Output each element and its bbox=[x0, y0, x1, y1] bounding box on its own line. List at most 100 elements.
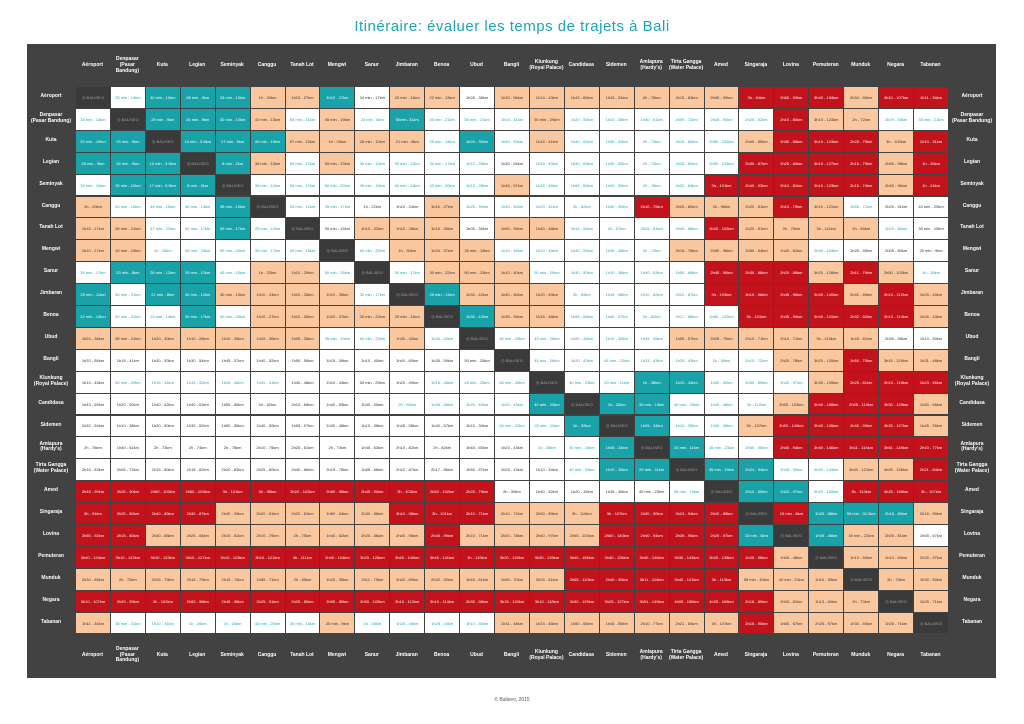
travel-time-cell: 50 min - 25km bbox=[460, 349, 495, 371]
travel-time-cell: 2h11 - 79km bbox=[355, 568, 390, 590]
self-cell: ◎ BALISEO bbox=[390, 284, 425, 305]
row-header: Tanah Lot bbox=[39, 224, 63, 231]
row-header-right: Aéroport bbox=[961, 93, 983, 100]
travel-time-cell: 2h20 - 81km bbox=[739, 196, 774, 218]
travel-time-cell: 2h40 - 104km bbox=[809, 240, 844, 262]
travel-time-cell: 3h10 - 107km bbox=[76, 590, 110, 612]
travel-time-cell: 1h25 - 43km bbox=[669, 349, 704, 371]
travel-time-cell: 1h23 - 43km bbox=[495, 437, 529, 459]
travel-time-cell: 1h10 - 30km bbox=[914, 327, 948, 349]
travel-time-cell: 1h - 22km bbox=[250, 262, 285, 284]
travel-time-cell: 3h - 101km bbox=[704, 174, 739, 196]
self-cell: ◎ BALISEO bbox=[250, 196, 285, 218]
self-cell: ◎ BALISEO bbox=[495, 349, 529, 371]
travel-time-cell: 2h10 - 79km bbox=[250, 525, 285, 546]
travel-time-cell: 1h20 - 50km bbox=[564, 108, 599, 130]
travel-time-cell: 1h50 - 64km bbox=[739, 240, 774, 262]
row-header: Negara bbox=[42, 596, 60, 603]
travel-time-cell: 1h - 38km bbox=[634, 371, 669, 393]
travel-time-cell: 1h15 - 39km bbox=[320, 349, 355, 371]
self-cell: ◎ BALISEO bbox=[425, 306, 460, 327]
travel-time-cell: 1h10 - 44km bbox=[320, 371, 355, 393]
column-header: Tanah Lot bbox=[290, 62, 314, 69]
travel-time-cell: 3h - 101km bbox=[425, 503, 460, 524]
travel-time-cell: 1h10 - 45km bbox=[495, 240, 529, 262]
travel-time-cell: 2h45 - 99km bbox=[425, 525, 460, 546]
row-header: Tirta Gangga (Water Palace) bbox=[33, 462, 69, 475]
travel-time-cell: 1h30 - 53km bbox=[495, 130, 529, 152]
travel-time-cell: 1h14 - 45km bbox=[76, 371, 110, 393]
travel-time-cell: 2h15 - 74km bbox=[844, 174, 879, 196]
column-footer-header: Bangli bbox=[503, 651, 520, 658]
travel-time-cell: 1h20 - 43km bbox=[495, 393, 529, 415]
column-header: Benoa bbox=[434, 62, 450, 69]
travel-time-cell: 1h50 - 55km bbox=[599, 174, 634, 196]
travel-time-cell: 40 min - 23km bbox=[529, 393, 564, 415]
travel-time-cell: 1h50 - 66km bbox=[564, 612, 599, 634]
travel-time-cell: 1h10 - 38km bbox=[599, 108, 634, 130]
travel-time-cell: 3h - 107km bbox=[739, 415, 774, 437]
travel-time-cell: 1h20 - 37km bbox=[320, 306, 355, 327]
travel-time-cell: 1h25 - 55km bbox=[844, 240, 879, 262]
travel-time-cell: 4h05 - 156km bbox=[879, 459, 914, 481]
row-header: Bangli bbox=[43, 355, 59, 362]
travel-time-cell: 55 min - 21km bbox=[110, 218, 145, 240]
travel-time-cell: 2h - 57km bbox=[599, 218, 634, 240]
travel-time-cell: 3h15 - 120km bbox=[495, 590, 529, 612]
travel-time-cell: 1h30 - 48km bbox=[320, 415, 355, 437]
travel-time-cell: 1h10 - 40km bbox=[355, 349, 390, 371]
travel-time-cell: 2h40 - 86km bbox=[285, 459, 320, 481]
travel-time-cell: 1h10 - 38km bbox=[355, 415, 390, 437]
travel-time-cell: 50 min - 29km bbox=[355, 371, 390, 393]
travel-time-cell: 1h30 - 50km bbox=[844, 612, 879, 634]
travel-time-cell: 3h - 110km bbox=[739, 393, 774, 415]
travel-time-cell: 3h10 - 98km bbox=[390, 503, 425, 524]
travel-time-cell: 35 min - 21km bbox=[110, 612, 145, 634]
travel-time-cell: 17 min - 5km bbox=[215, 130, 250, 152]
travel-time-cell: 3h20 - 135km bbox=[809, 481, 844, 503]
self-cell: ◎ BALISEO bbox=[704, 481, 739, 503]
travel-time-cell: 35 min - 19km bbox=[669, 481, 704, 503]
travel-time-cell: 2h45 - 90km bbox=[704, 262, 739, 284]
travel-time-cell: 1h20 - 48km bbox=[564, 481, 599, 503]
travel-time-cell: 1h - 25km bbox=[145, 240, 180, 262]
travel-time-cell: 40 min - 23km bbox=[564, 371, 599, 393]
row-header: Aéroport bbox=[40, 93, 62, 100]
travel-time-cell: 3h10 - 123km bbox=[809, 130, 844, 152]
travel-time-cell: 40 min - 22km bbox=[844, 525, 879, 546]
travel-time-cell: 2h25 - 80km bbox=[250, 459, 285, 481]
travel-time-cell: 2h10 - 71km bbox=[774, 327, 809, 349]
travel-time-cell: 2h10 - 71km bbox=[739, 327, 774, 349]
travel-time-cell: 1h10 - 35km bbox=[599, 459, 634, 481]
travel-time-cell: 2h32 - 92km bbox=[425, 568, 460, 590]
travel-time-cell: 2h30 - 88km bbox=[774, 130, 809, 152]
travel-time-cell: 2h50 - 103km bbox=[355, 590, 390, 612]
travel-time-cell: 2h55 - 110km bbox=[564, 568, 599, 590]
travel-time-cell: 2h15 - 80km bbox=[774, 108, 809, 130]
travel-time-cell: 34 min - 17km bbox=[76, 262, 110, 284]
travel-time-cell: 30 min - 10km bbox=[110, 174, 145, 196]
travel-time-cell: 3h40 - 134km bbox=[809, 87, 844, 108]
self-cell: ◎ BALISEO bbox=[215, 174, 250, 196]
travel-time-cell: 2h - 76km bbox=[634, 87, 669, 108]
travel-time-cell: 2h - 73km bbox=[634, 130, 669, 152]
travel-time-cell: 2h40 - 94km bbox=[634, 525, 669, 546]
travel-time-cell: 57 min - 22km bbox=[285, 130, 320, 152]
column-footer-header: Munduk bbox=[851, 651, 871, 658]
travel-time-cell: 1h35 - 59km bbox=[425, 349, 460, 371]
travel-time-cell: 50 min - 23km bbox=[460, 262, 495, 284]
travel-time-cell: 22 min - 13km bbox=[76, 306, 110, 327]
travel-time-cell: 2h50 - 102km bbox=[704, 130, 739, 152]
travel-time-cell: 1h10 - 29km bbox=[285, 262, 320, 284]
travel-time-cell: 2h10 - 81km bbox=[774, 174, 809, 196]
travel-time-cell: 3h20 - 102km bbox=[285, 481, 320, 503]
travel-time-cell: 1h55 - 57km bbox=[669, 327, 704, 349]
travel-time-cell: 2h10 - 77km bbox=[914, 437, 948, 459]
travel-time-cell: 3h10 - 123km bbox=[145, 546, 180, 568]
travel-time-cell: 3h10 - 107km bbox=[879, 87, 914, 108]
travel-time-cell: 1h10 - 24km bbox=[390, 196, 425, 218]
travel-time-cell: 1h55 - 71km bbox=[250, 568, 285, 590]
travel-time-cell: 2h25 - 97km bbox=[914, 546, 948, 568]
travel-time-cell: 2h10 - 75km bbox=[634, 196, 669, 218]
travel-time-cell: 1h40 - 60km bbox=[495, 284, 529, 305]
